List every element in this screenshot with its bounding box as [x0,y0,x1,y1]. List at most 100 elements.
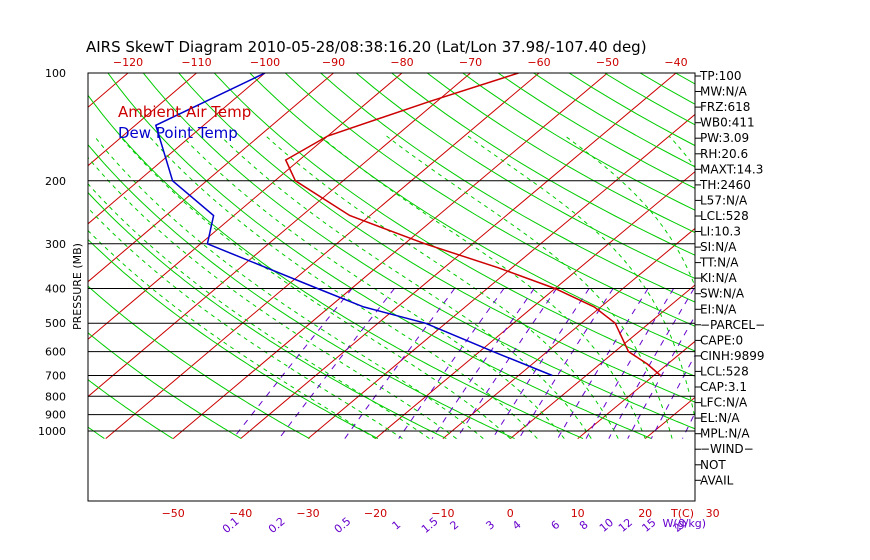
mixing-ratio-line [761,289,830,439]
dry-adiabat-line [249,73,695,352]
index-label: TP:100 [699,69,742,83]
mixing-ratio-line [627,315,695,439]
top-temp-tick-label: −50 [596,56,619,69]
bottom-temp-tick-label: 30 [706,507,720,520]
isotherm-line [442,227,695,439]
index-label: TH:2460 [699,178,751,192]
index-label: LFC:N/A [700,396,748,410]
pressure-tick-label: 900 [45,409,66,422]
bottom-temp-tick-label: −30 [296,507,319,520]
moist-adiabat-line [93,135,484,439]
pressure-tick-label: 700 [45,370,66,383]
dry-adiabat-line [747,73,870,439]
dry-adiabat-line [88,143,515,440]
mixing-ratio-tick-label: 1 [390,518,404,532]
top-temp-tick-label: −90 [322,56,345,69]
bottom-temp-tick-label: −40 [229,507,252,520]
top-temp-tick-label: −80 [390,56,413,69]
index-label: LCL:528 [700,364,749,378]
mixing-ratio-tick-label: 8 [577,518,591,532]
top-temp-tick-label: −110 [181,56,211,69]
profile-line [284,73,661,377]
dry-adiabat-line [320,73,695,303]
plot-frame [87,72,696,502]
index-label: MW:N/A [700,85,748,99]
isotherm-line [0,73,60,439]
bottom-temp-tick-label: −50 [162,507,185,520]
index-label: EL:N/A [700,411,740,425]
mixing-ratio-tick-label: 12 [616,516,635,535]
dry-adiabat-line [639,73,695,105]
isotherm-line [577,340,695,439]
dry-adiabat-line [391,73,695,256]
isotherm-line [240,73,677,439]
dry-adiabat-line [426,73,695,234]
moist-adiabat-line [807,136,826,439]
index-label: WB0:411 [700,116,755,130]
pressure-tick-label: 800 [45,390,66,403]
mixing-ratio-tick-label: 6 [549,518,563,532]
mixing-ratio-line [787,289,853,439]
dry-adiabat-line [497,73,695,189]
isobar-lines [88,180,695,432]
top-temp-tick-label: −100 [250,56,280,69]
moist-adiabat-line [319,135,646,439]
moist-adiabat-line [758,136,783,439]
pressure-tick-label: 200 [45,175,66,188]
mixing-ratio-line [398,288,505,439]
index-label: EI:N/A [700,302,737,316]
top-temp-tick-label: −40 [664,56,687,69]
mixing-ratio-tick-label: 3 [483,518,497,532]
mixing-ratio-line [518,288,614,439]
index-label: −WIND− [700,442,754,456]
isotherm-line [88,73,129,108]
bottom-temp-tick-label: −20 [364,507,387,520]
isotherm-line [375,170,695,439]
isotherm-line [509,284,695,439]
dry-adiabat-line [284,73,695,327]
mixing-ratio-line [608,288,695,439]
isotherm-line [307,113,695,439]
dry-adiabat-line [142,73,695,430]
moist-adiabat-line [220,135,592,439]
bottom-temp-tick-label: 0 [507,507,514,520]
mixing-ratio-line [278,288,395,439]
isotherm-line [780,73,870,439]
dry-adiabat-line [782,73,870,439]
index-label: LCL:528 [700,209,749,223]
dry-adiabat-line [178,73,695,403]
pressure-tick-label: 100 [45,67,66,80]
dry-adiabat-line [88,191,447,440]
index-label: LI:10.3 [700,225,741,239]
index-label: CINH:9899 [700,349,765,363]
profile-line [154,73,553,377]
dry-adiabat-line [88,379,173,440]
top-temp-tick-label: −120 [113,56,143,69]
moist-adiabat-line [88,207,403,440]
temp-unit-label: T(C) [670,507,694,520]
mixing-ratio-line [456,288,558,439]
index-label: PW:3.09 [700,131,749,145]
legend-dew-point-temp: Dew Point Temp [118,124,238,142]
pressure-tick-label: 300 [45,238,66,251]
index-label: RH:20.6 [700,147,748,161]
pressure-tick-label: 1000 [38,425,66,438]
index-label: FRZ:618 [700,100,750,114]
pressure-tick-label: 600 [45,346,66,359]
legend-ambient-air-temp: Ambient Air Temp [118,103,251,121]
pressure-tick-label: 500 [45,317,66,330]
top-temp-tick-label: −70 [459,56,482,69]
dry-adiabat-line [462,73,695,211]
mixing-ratio-line [431,288,535,439]
mixing-ratio-unit-label: W(g/kg) [662,517,706,530]
index-label: −PARCEL− [700,318,765,332]
mixing-ratio-tick-label: 0.2 [266,515,288,536]
bottom-temp-tick-label: 10 [571,507,585,520]
top-temp-tick-label: −60 [527,56,550,69]
mixing-ratio-tick-label: 10 [597,516,616,535]
isotherm-line [88,73,403,340]
chart-title: AIRS SkewT Diagram 2010-05-28/08:38:16.2… [86,38,647,56]
profiles [154,73,661,377]
